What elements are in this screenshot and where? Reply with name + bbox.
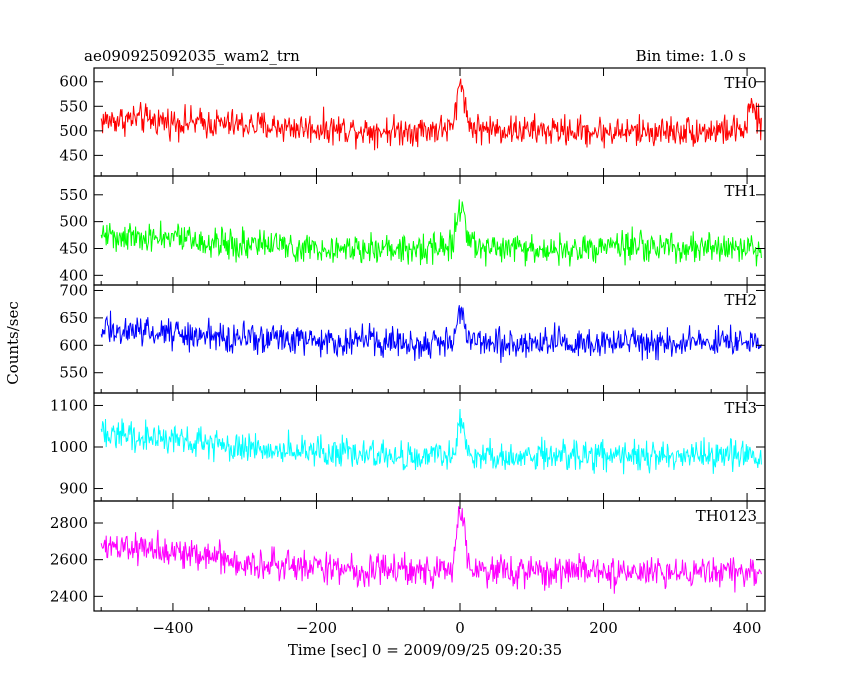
y-tick-label: 2600 (50, 551, 88, 569)
y-tick-label: 900 (59, 480, 88, 498)
y-tick-label: 450 (59, 146, 88, 164)
x-tick-label: 400 (733, 619, 762, 637)
y-tick-label: 500 (59, 122, 88, 140)
series-line-th2 (100, 305, 762, 363)
y-tick-label: 700 (59, 281, 88, 299)
x-tick-label: −400 (152, 619, 193, 637)
panel-label-th0: TH0 (724, 74, 757, 92)
panel-frame (93, 500, 766, 612)
y-tick-label: 2800 (50, 514, 88, 532)
y-tick-label: 400 (59, 266, 88, 284)
y-tick-label: 600 (59, 336, 88, 354)
series-line-th0123 (100, 506, 762, 594)
series-line-th1 (100, 199, 762, 267)
panel-frame (93, 175, 766, 286)
panel-label-th1: TH1 (724, 182, 757, 200)
panels: 450 500 550 600 TH0 400 450 500 550 TH1 550 600 650 7… (50, 67, 766, 637)
panel-label-th3: TH3 (724, 399, 757, 417)
y-axis-label: Counts/sec (4, 301, 22, 385)
y-tick-label: 1000 (50, 438, 88, 456)
bin-time-label: Bin time: 1.0 s (636, 47, 746, 65)
series-line-th3 (100, 408, 762, 475)
x-tick-label: 200 (589, 619, 618, 637)
y-tick-label: 450 (59, 239, 88, 257)
x-tick-label: 0 (455, 619, 465, 637)
y-tick-label: 550 (59, 97, 88, 115)
panel-th0: 450 500 550 600 TH0 (59, 67, 766, 177)
y-tick-label: 600 (59, 73, 88, 91)
panel-th3: 900 1000 1100 TH3 (50, 392, 766, 502)
panel-label-th2: TH2 (724, 291, 757, 309)
series-line-th0 (100, 78, 762, 151)
y-tick-label: 550 (59, 186, 88, 204)
panel-frame (93, 67, 766, 177)
y-tick-label: 650 (59, 309, 88, 327)
x-tick-label: −200 (296, 619, 337, 637)
panel-th2: 550 600 650 700 TH2 (59, 281, 766, 394)
y-tick-label: 550 (59, 364, 88, 382)
panel-th1: 400 450 500 550 TH1 (59, 175, 766, 286)
chart-title: ae090925092035_wam2_trn (84, 47, 300, 65)
y-tick-label: 500 (59, 213, 88, 231)
y-tick-label: 1100 (50, 396, 88, 414)
panel-th0123: 2400 2600 2800 TH0123 −400 −200 0 200 400 (50, 500, 766, 637)
x-axis-label: Time [sec] 0 = 2009/09/25 09:20:35 (288, 641, 562, 659)
panel-label-th0123: TH0123 (696, 507, 757, 525)
y-tick-label: 2400 (50, 587, 88, 605)
panel-frame (93, 284, 766, 394)
